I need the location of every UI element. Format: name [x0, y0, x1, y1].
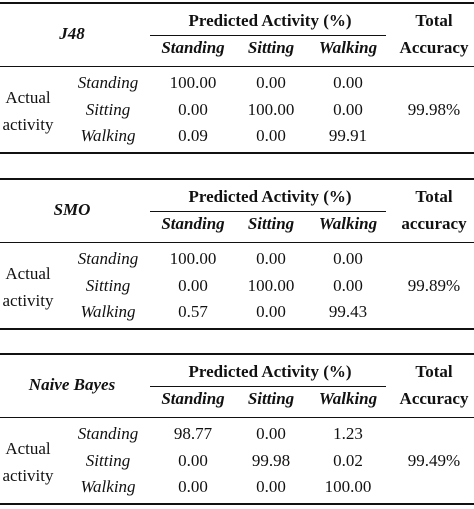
matrix-cell: 0.00 [178, 451, 208, 470]
matrix-cell: 0.00 [333, 249, 363, 268]
bottom-rule [0, 503, 474, 505]
row-label: Standing [77, 73, 139, 92]
predicted-activity-header: Predicted Activity (%) [188, 187, 352, 206]
total-header-line2: Accuracy [399, 389, 469, 408]
matrix-cell: 100.00 [247, 276, 295, 295]
column-header: Walking [318, 38, 378, 57]
matrix-cell: 0.09 [178, 126, 208, 145]
row-label: Standing [77, 249, 139, 268]
column-header: Standing [161, 38, 225, 57]
matrix-cell: 0.00 [256, 302, 286, 321]
column-header: Walking [318, 214, 378, 233]
matrix-cell: 0.02 [333, 451, 363, 470]
matrix-cell: 1.23 [333, 424, 363, 443]
bottom-rule [0, 328, 474, 330]
classifier-table: Naive Bayes Predicted Activity (%) Total Ac… [0, 353, 474, 509]
matrix-cell: 0.00 [178, 276, 208, 295]
header-rule [0, 417, 474, 418]
header-rule [0, 242, 474, 243]
classifier-name: SMO [53, 200, 91, 219]
total-accuracy-value: 99.98% [407, 100, 461, 119]
column-header: Walking [318, 389, 378, 408]
row-label: Sitting [85, 100, 131, 119]
matrix-cell: 100.00 [169, 249, 217, 268]
matrix-cell: 0.00 [256, 73, 286, 92]
header-rule [0, 66, 474, 67]
header-subrule [150, 35, 386, 36]
classifier-name: J48 [59, 24, 85, 43]
matrix-cell: 0.00 [256, 126, 286, 145]
actual-label-line2: activity [2, 115, 54, 134]
row-label: Walking [80, 302, 136, 321]
total-accuracy-value: 99.49% [407, 451, 461, 470]
total-accuracy-value: 99.89% [407, 276, 461, 295]
row-label: Sitting [85, 276, 131, 295]
column-header: Standing [161, 214, 225, 233]
row-label: Standing [77, 424, 139, 443]
matrix-cell: 99.43 [328, 302, 368, 321]
predicted-activity-header: Predicted Activity (%) [188, 362, 352, 381]
total-header-line1: Total [415, 187, 453, 206]
bottom-rule [0, 152, 474, 154]
actual-label-line2: activity [2, 291, 54, 310]
row-label: Walking [80, 126, 136, 145]
column-header: Standing [161, 389, 225, 408]
matrix-cell: 99.98 [251, 451, 291, 470]
header-subrule [150, 386, 386, 387]
classifier-table: J48 Predicted Activity (%) Total Accuracy St… [0, 2, 474, 158]
matrix-cell: 98.77 [173, 424, 213, 443]
matrix-cell: 100.00 [324, 477, 372, 496]
header-subrule [150, 211, 386, 212]
total-header-line1: Total [415, 11, 453, 30]
total-header-line2: Accuracy [399, 38, 469, 57]
total-header-line2: accuracy [401, 214, 467, 233]
matrix-cell: 100.00 [169, 73, 217, 92]
matrix-cell: 0.00 [256, 477, 286, 496]
matrix-cell: 0.57 [178, 302, 208, 321]
predicted-activity-header: Predicted Activity (%) [188, 11, 352, 30]
matrix-cell: 100.00 [247, 100, 295, 119]
actual-label-line1: Actual [5, 439, 51, 458]
row-label: Sitting [85, 451, 131, 470]
top-rule [0, 2, 474, 4]
top-rule [0, 353, 474, 355]
matrix-cell: 0.00 [333, 276, 363, 295]
matrix-cell: 0.00 [178, 477, 208, 496]
column-header: Sitting [247, 38, 295, 57]
actual-label-line2: activity [2, 466, 54, 485]
matrix-cell: 0.00 [333, 73, 363, 92]
matrix-cell: 0.00 [333, 100, 363, 119]
top-rule [0, 178, 474, 180]
actual-label-line1: Actual [5, 88, 51, 107]
matrix-cell: 0.00 [256, 424, 286, 443]
row-label: Walking [80, 477, 136, 496]
total-header-line1: Total [415, 362, 453, 381]
matrix-cell: 0.00 [256, 249, 286, 268]
column-header: Sitting [247, 214, 295, 233]
classifier-name: Naive Bayes [28, 375, 116, 394]
matrix-cell: 99.91 [328, 126, 368, 145]
matrix-cell: 0.00 [178, 100, 208, 119]
column-header: Sitting [247, 389, 295, 408]
actual-label-line1: Actual [5, 264, 51, 283]
classifier-table: SMO Predicted Activity (%) Total accuracy St… [0, 178, 474, 334]
